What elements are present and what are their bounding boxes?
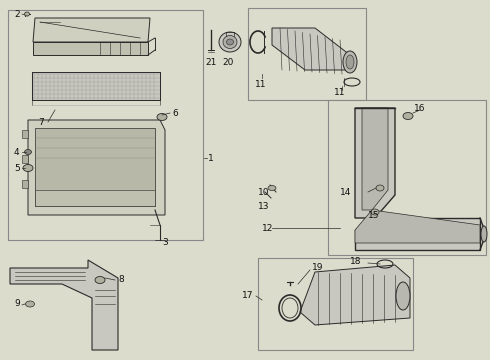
Bar [32, 72, 160, 100]
Text: 20: 20 [222, 58, 233, 67]
Text: 14: 14 [340, 188, 351, 197]
Ellipse shape [396, 282, 410, 310]
Ellipse shape [24, 12, 29, 16]
Text: 2: 2 [14, 9, 20, 18]
Ellipse shape [219, 32, 241, 52]
Bar [8, 10, 203, 240]
Bar [22, 130, 28, 138]
Text: 18: 18 [350, 257, 362, 266]
Ellipse shape [25, 301, 34, 307]
Polygon shape [33, 42, 148, 55]
Text: 16: 16 [414, 104, 425, 113]
Ellipse shape [376, 185, 384, 191]
Polygon shape [362, 108, 388, 210]
Text: 8: 8 [118, 275, 124, 284]
Ellipse shape [223, 36, 237, 49]
Bar [32, 72, 160, 100]
Polygon shape [355, 108, 395, 218]
Bar [35, 190, 155, 206]
Bar [22, 180, 28, 188]
Ellipse shape [24, 149, 31, 154]
Text: 21: 21 [205, 58, 217, 67]
Polygon shape [355, 218, 480, 250]
Bar [22, 155, 28, 163]
Bar [328, 100, 486, 255]
Bar [248, 8, 366, 100]
Ellipse shape [371, 209, 379, 215]
Polygon shape [28, 120, 165, 215]
Ellipse shape [343, 51, 357, 73]
Text: 9: 9 [14, 298, 20, 307]
Text: 19: 19 [312, 264, 323, 273]
Bar [258, 258, 413, 350]
Ellipse shape [23, 165, 33, 171]
Polygon shape [272, 28, 350, 70]
Ellipse shape [95, 276, 105, 284]
Text: 7: 7 [38, 117, 44, 126]
Ellipse shape [346, 55, 354, 69]
Ellipse shape [226, 39, 234, 45]
Text: 10: 10 [258, 188, 270, 197]
Polygon shape [10, 260, 118, 350]
Text: 1: 1 [208, 153, 214, 162]
Text: 15: 15 [368, 211, 379, 220]
Ellipse shape [268, 185, 276, 190]
Ellipse shape [403, 112, 413, 120]
Bar [35, 128, 155, 206]
Text: 6: 6 [172, 108, 178, 117]
Ellipse shape [157, 113, 167, 121]
Text: 13: 13 [258, 202, 270, 211]
Ellipse shape [481, 226, 487, 242]
Text: 5: 5 [14, 163, 20, 172]
Text: 4: 4 [14, 148, 20, 157]
Text: 11: 11 [255, 80, 267, 89]
Text: 11: 11 [334, 87, 345, 96]
Polygon shape [300, 265, 410, 325]
Text: 12: 12 [262, 224, 273, 233]
Text: 3: 3 [162, 238, 168, 247]
Polygon shape [355, 210, 480, 243]
Polygon shape [33, 18, 150, 42]
Text: 17: 17 [242, 291, 253, 300]
